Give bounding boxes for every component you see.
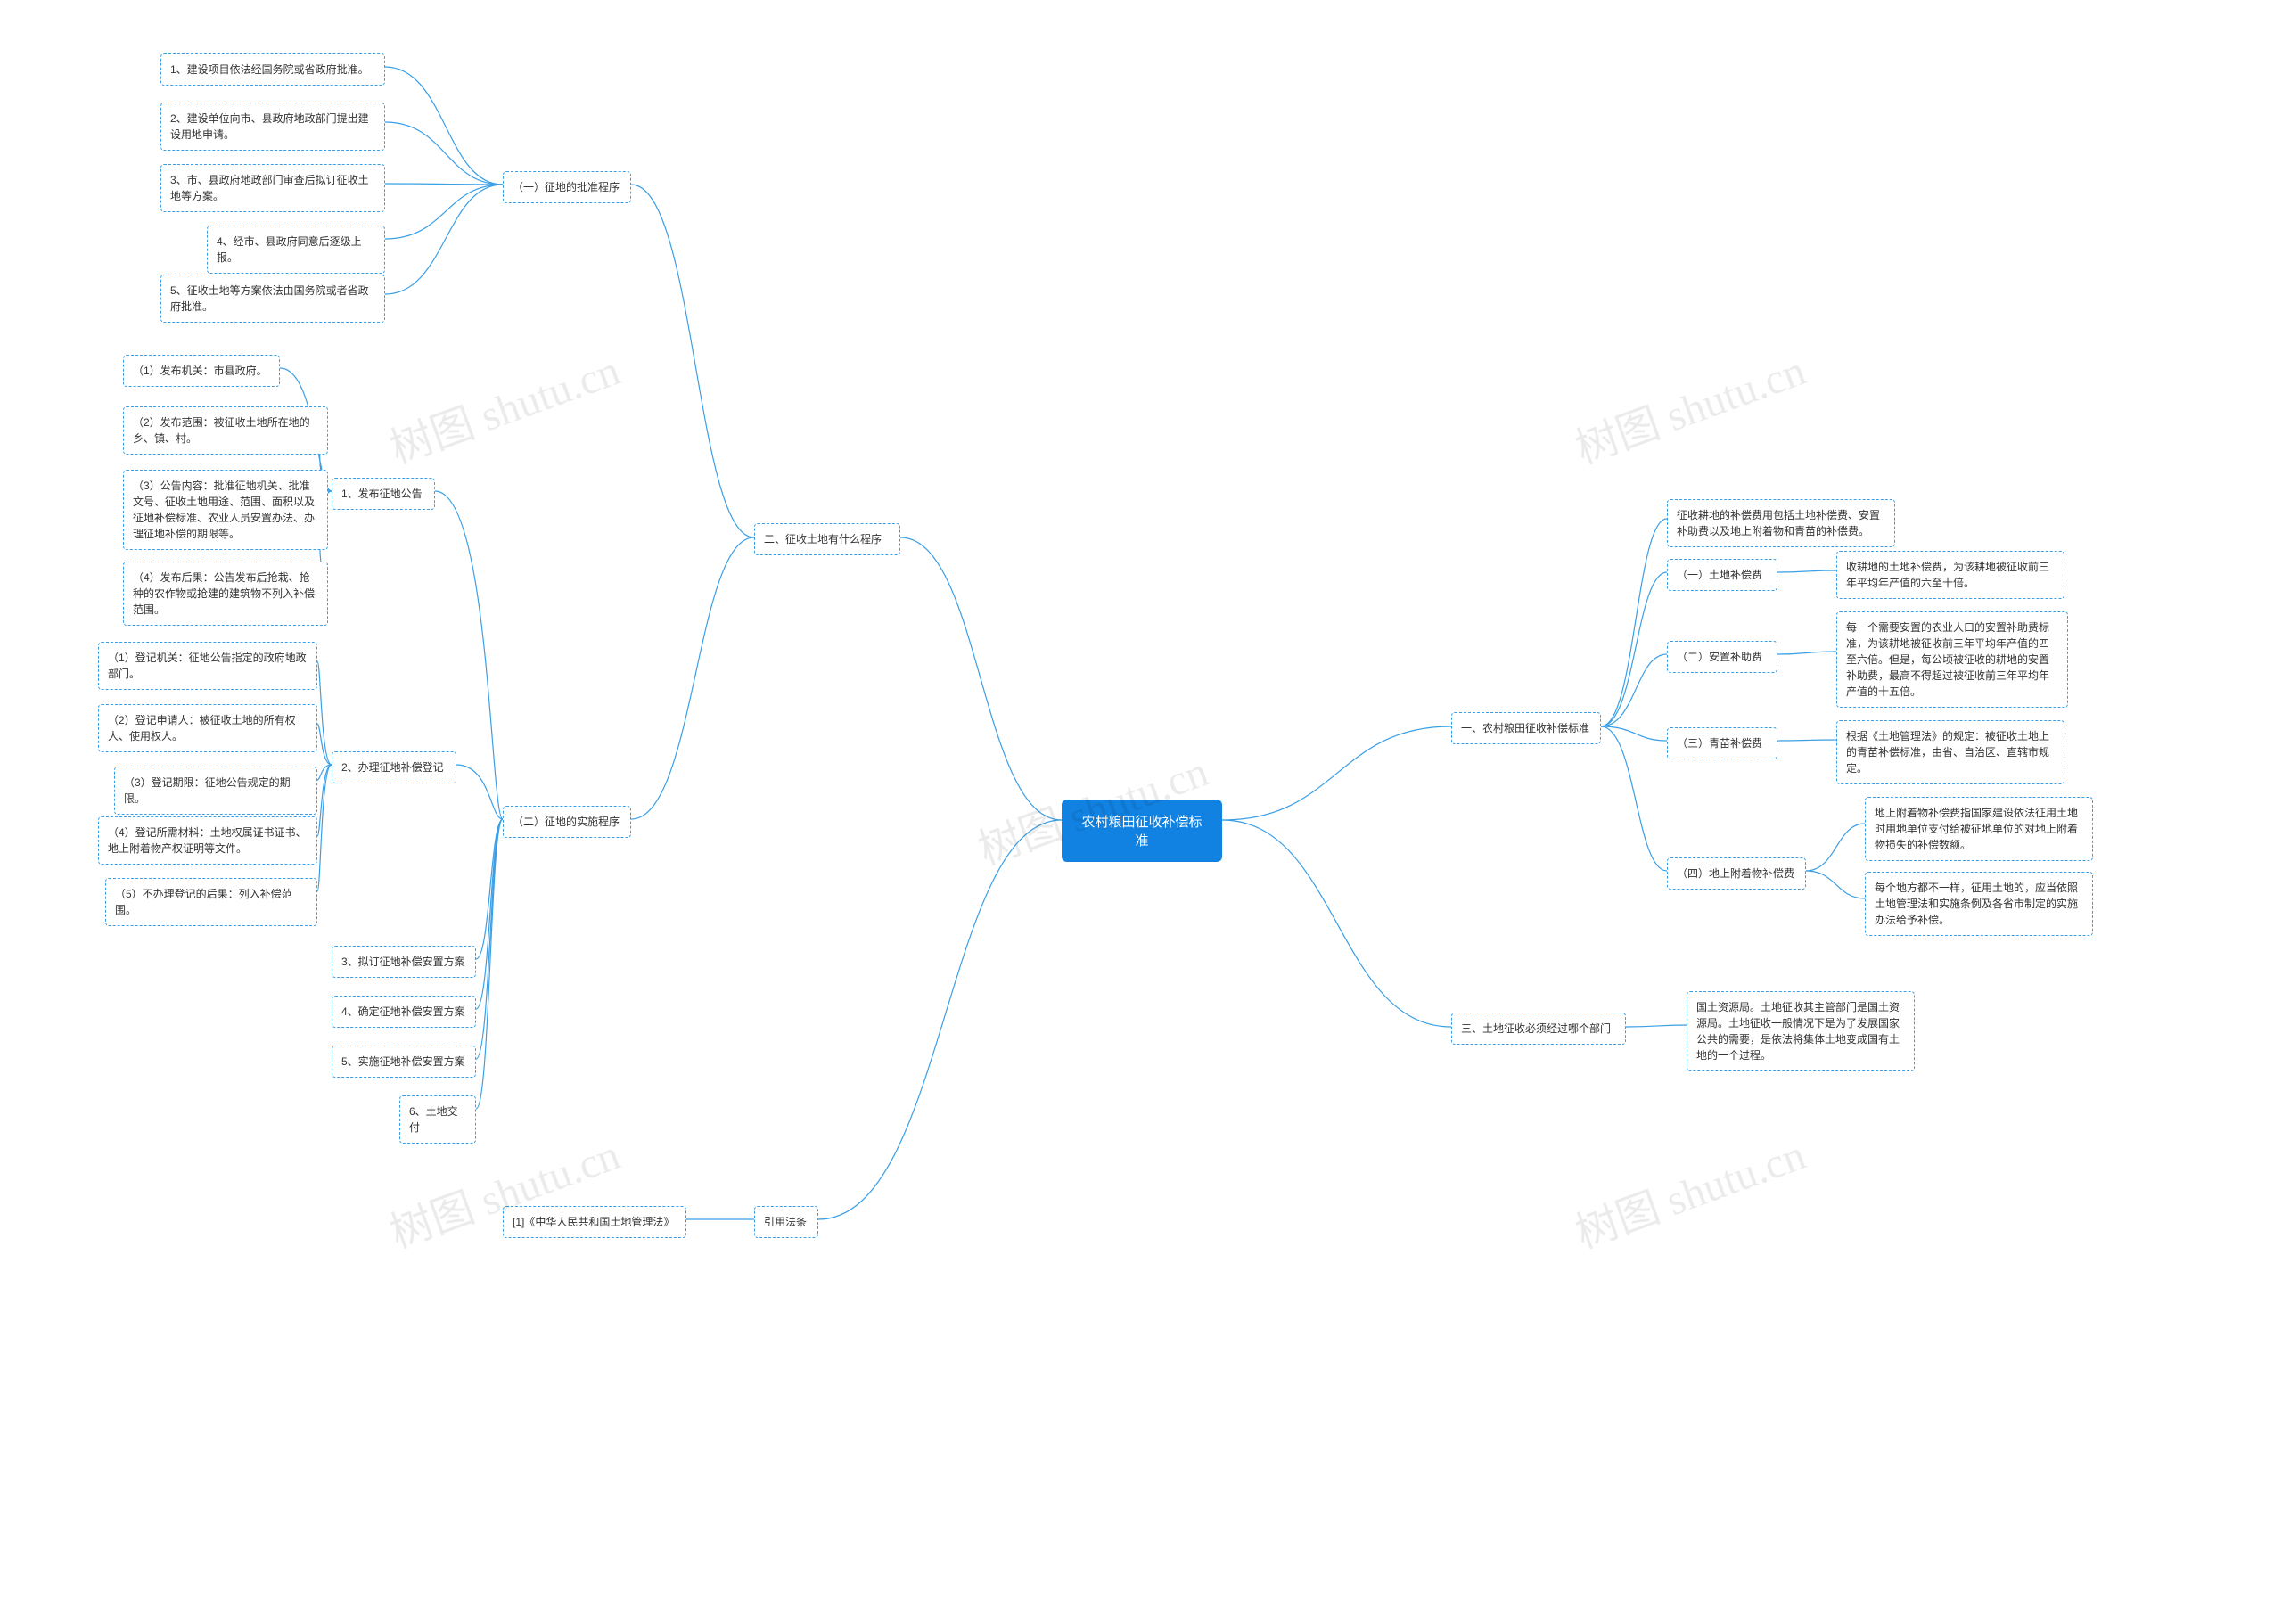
mindmap-node[interactable]: 一、农村粮田征收补偿标准 (1451, 712, 1601, 744)
mindmap-node[interactable]: （4）发布后果：公告发布后抢栽、抢种的农作物或抢建的建筑物不列入补偿范围。 (123, 562, 328, 626)
mindmap-node[interactable]: 地上附着物补偿费指国家建设依法征用土地时用地单位支付给被征地单位的对地上附着物损… (1865, 797, 2093, 861)
mindmap-node[interactable]: （二）征地的实施程序 (503, 806, 631, 838)
mindmap-node[interactable]: 三、土地征收必须经过哪个部门 (1451, 1013, 1626, 1045)
root-node[interactable]: 农村粮田征收补偿标准 (1062, 800, 1222, 862)
mindmap-node[interactable]: 收耕地的土地补偿费，为该耕地被征收前三年平均年产值的六至十倍。 (1836, 551, 2064, 599)
mindmap-node[interactable]: （2）登记申请人：被征收土地的所有权人、使用权人。 (98, 704, 317, 752)
mindmap-node[interactable]: 征收耕地的补偿费用包括土地补偿费、安置补助费以及地上附着物和青苗的补偿费。 (1667, 499, 1895, 547)
mindmap-node[interactable]: （5）不办理登记的后果：列入补偿范围。 (105, 878, 317, 926)
mindmap-node[interactable]: 5、征收土地等方案依法由国务院或者省政府批准。 (160, 275, 385, 323)
mindmap-node[interactable]: 4、确定征地补偿安置方案 (332, 996, 476, 1028)
mindmap-node[interactable]: 2、建设单位向市、县政府地政部门提出建设用地申请。 (160, 103, 385, 151)
mindmap-node[interactable]: 根据《土地管理法》的规定：被征收土地上的青苗补偿标准，由省、自治区、直辖市规定。 (1836, 720, 2064, 784)
mindmap-node[interactable]: （一）征地的批准程序 (503, 171, 631, 203)
mindmap-node[interactable]: （2）发布范围：被征收土地所在地的乡、镇、村。 (123, 406, 328, 455)
mindmap-node[interactable]: 1、建设项目依法经国务院或省政府批准。 (160, 53, 385, 86)
watermark-text: 树图 shutu.cn (380, 335, 627, 476)
mindmap-node[interactable]: （1）发布机关：市县政府。 (123, 355, 280, 387)
mindmap-node[interactable]: 3、市、县政府地政部门审查后拟订征收土地等方案。 (160, 164, 385, 212)
mindmap-node[interactable]: 每一个需要安置的农业人口的安置补助费标准，为该耕地被征收前三年平均年产值的四至六… (1836, 611, 2068, 708)
mindmap-node[interactable]: 6、土地交付 (399, 1095, 476, 1144)
mindmap-node[interactable]: 每个地方都不一样，征用土地的，应当依照土地管理法和实施条例及各省市制定的实施办法… (1865, 872, 2093, 936)
mindmap-node[interactable]: 二、征收土地有什么程序 (754, 523, 900, 555)
mindmap-node[interactable]: 1、发布征地公告 (332, 478, 435, 510)
mindmap-node[interactable]: 引用法条 (754, 1206, 818, 1238)
watermark-text: 树图 shutu.cn (1565, 335, 1812, 476)
mindmap-node[interactable]: （二）安置补助费 (1667, 641, 1777, 673)
mindmap-node[interactable]: 2、办理征地补偿登记 (332, 751, 456, 783)
mindmap-node[interactable]: [1]《中华人民共和国土地管理法》 (503, 1206, 686, 1238)
mindmap-node[interactable]: （一）土地补偿费 (1667, 559, 1777, 591)
mindmap-node[interactable]: 3、拟订征地补偿安置方案 (332, 946, 476, 978)
mindmap-node[interactable]: （4）登记所需材料：土地权属证书证书、地上附着物产权证明等文件。 (98, 816, 317, 865)
mindmap-node[interactable]: （四）地上附着物补偿费 (1667, 857, 1806, 890)
watermark-text: 树图 shutu.cn (1565, 1120, 1812, 1260)
mindmap-node[interactable]: 国土资源局。土地征收其主管部门是国土资源局。土地征收一般情况下是为了发展国家公共… (1687, 991, 1915, 1071)
mindmap-canvas: 农村粮田征收补偿标准 一、农村粮田征收补偿标准 征收耕地的补偿费用包括土地补偿费、… (0, 0, 2282, 1624)
mindmap-node[interactable]: （3）登记期限：征地公告规定的期限。 (114, 767, 317, 815)
mindmap-node[interactable]: （三）青苗补偿费 (1667, 727, 1777, 759)
mindmap-node[interactable]: 5、实施征地补偿安置方案 (332, 1046, 476, 1078)
mindmap-node[interactable]: （3）公告内容：批准征地机关、批准文号、征收土地用途、范围、面积以及征地补偿标准… (123, 470, 328, 550)
mindmap-node[interactable]: （1）登记机关：征地公告指定的政府地政部门。 (98, 642, 317, 690)
mindmap-node[interactable]: 4、经市、县政府同意后逐级上报。 (207, 226, 385, 274)
